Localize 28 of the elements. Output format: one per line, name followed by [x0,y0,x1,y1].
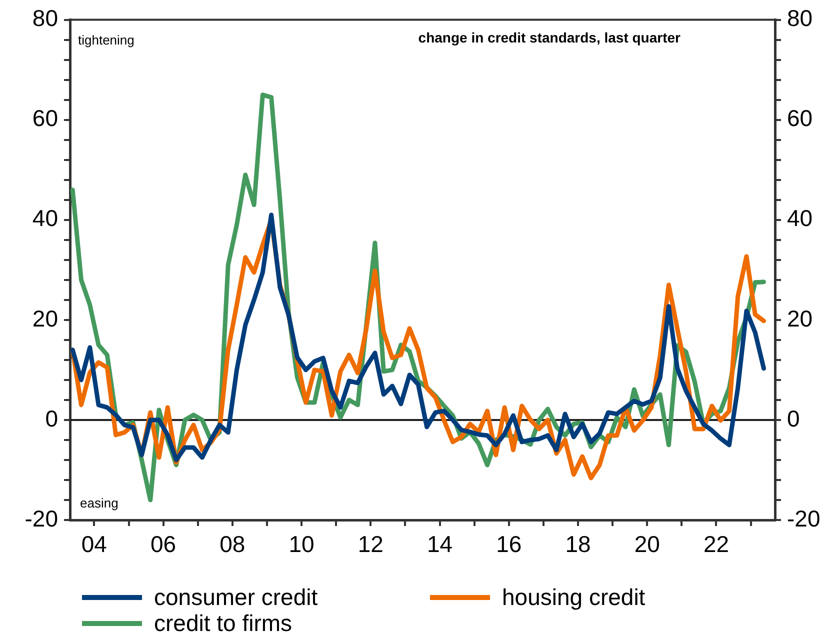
y-tick-label: 80 [32,5,58,32]
legend-label: credit to firms [154,610,292,636]
y2-tick-label: -20 [787,505,820,532]
x-tick-label: 06 [150,531,176,558]
text: change in credit standards, last quarter [418,30,682,46]
y-tick-label: -20 [24,505,58,532]
x-tick-label: 12 [358,531,384,558]
y-tick-label: 0 [45,405,58,432]
y2-tick-label: 0 [787,405,800,432]
x-tick-label: 22 [703,531,730,558]
annotation: tightening [78,32,134,48]
annotation: easing [80,496,118,511]
x-tick-label: 10 [288,531,314,558]
x-tick-label: 04 [81,531,108,558]
x-tick-label: 18 [565,531,591,558]
y-tick-label: 20 [32,305,58,332]
y2-tick-label: 60 [787,105,813,132]
y-tick-label: 40 [32,205,58,232]
y2-tick-label: 20 [787,305,813,332]
legend-label: consumer credit [154,584,318,610]
x-tick-label: 14 [426,531,453,558]
x-tick-label: 20 [634,531,660,558]
legend-label: housing credit [502,584,646,610]
y2-tick-label: 80 [787,5,813,32]
y-tick-label: 60 [32,105,58,132]
y2-tick-label: 40 [787,205,813,232]
x-tick-label: 16 [496,531,522,558]
x-tick-label: 08 [220,531,246,558]
